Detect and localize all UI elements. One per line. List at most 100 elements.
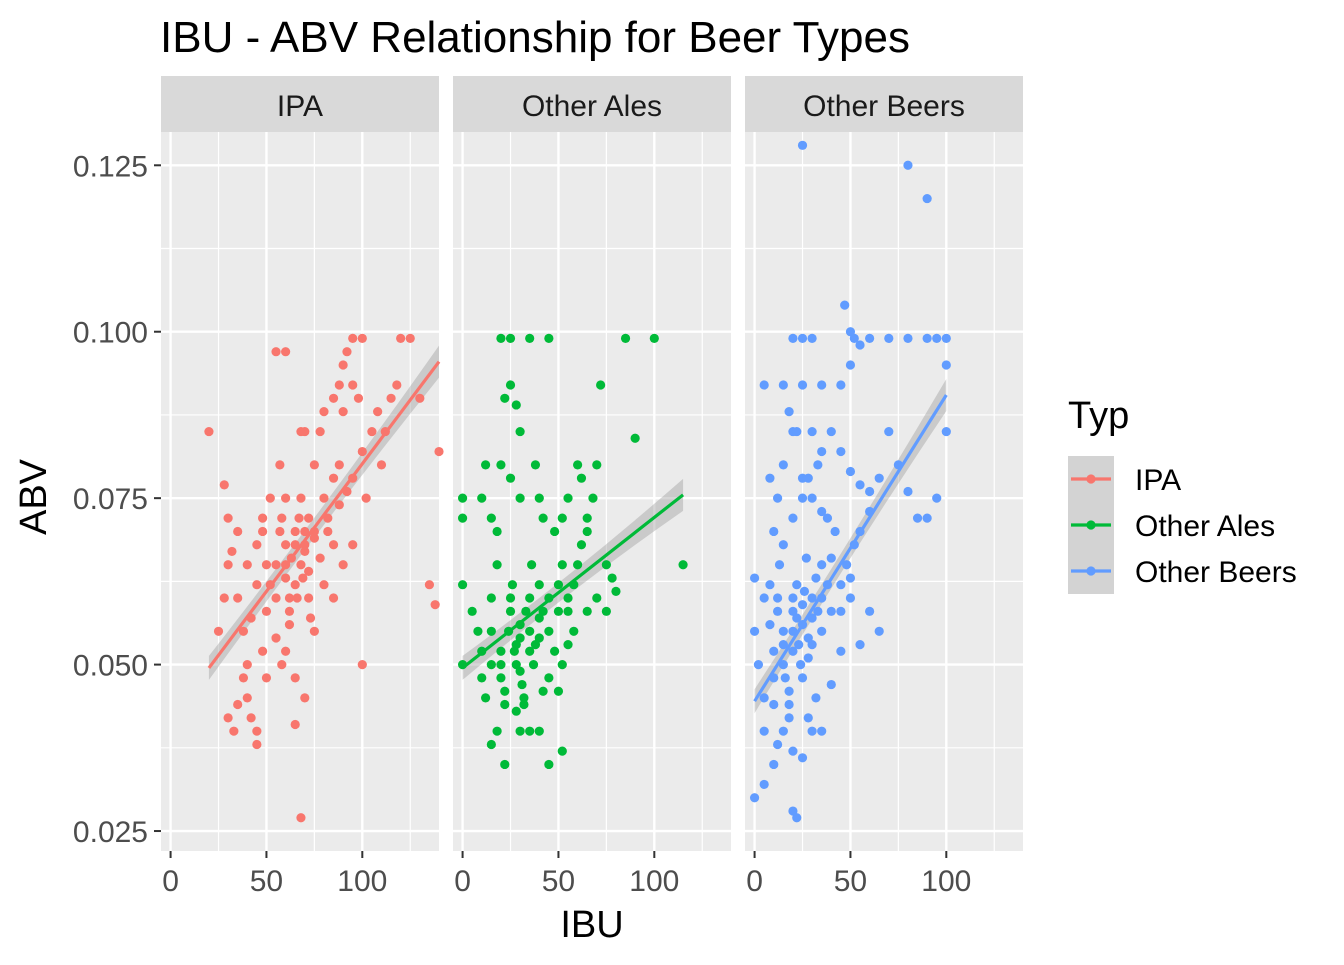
data-point: [534, 726, 544, 736]
data-point: [492, 726, 502, 736]
data-point: [797, 753, 808, 763]
data-point: [361, 493, 371, 503]
data-point: [323, 526, 333, 537]
data-point: [797, 380, 808, 390]
data-point: [233, 699, 243, 710]
x-axis-label: IBU: [560, 904, 623, 946]
data-point: [357, 446, 367, 457]
data-point: [219, 480, 229, 490]
data-point: [328, 540, 339, 550]
data-point: [803, 713, 813, 723]
data-point: [903, 333, 913, 343]
data-point: [405, 333, 415, 343]
data-point: [788, 513, 798, 523]
data-point: [538, 606, 548, 616]
data-point: [296, 560, 306, 570]
data-point: [511, 400, 521, 410]
data-point: [817, 560, 827, 570]
facet-panel-other-ales: Other Ales: [453, 76, 731, 851]
data-point: [573, 460, 583, 470]
data-point: [525, 593, 535, 603]
data-point: [486, 626, 496, 636]
data-point: [811, 693, 821, 703]
data-point: [801, 553, 811, 563]
data-point: [845, 327, 856, 337]
data-point: [788, 606, 798, 616]
data-point: [557, 746, 567, 756]
data-point: [534, 493, 544, 503]
data-point: [486, 739, 496, 750]
data-point: [457, 513, 468, 523]
data-point: [338, 360, 348, 370]
data-point: [822, 513, 833, 523]
data-point: [874, 626, 884, 636]
data-point: [769, 646, 779, 656]
data-point: [759, 593, 769, 603]
data-point: [788, 806, 798, 816]
data-point: [840, 300, 850, 310]
data-point: [492, 560, 502, 570]
data-point: [252, 580, 262, 590]
data-point: [511, 659, 521, 670]
data-point: [557, 659, 567, 670]
data-point: [553, 606, 564, 616]
data-point: [284, 606, 295, 616]
data-point: [830, 526, 840, 537]
data-point: [836, 646, 846, 656]
data-point: [309, 460, 319, 470]
data-point: [338, 560, 348, 570]
data-point: [334, 460, 344, 470]
data-point: [845, 573, 856, 583]
data-point: [573, 560, 583, 570]
data-point: [373, 407, 383, 417]
data-point: [538, 513, 548, 523]
data-point: [922, 333, 932, 343]
data-point: [415, 393, 425, 403]
data-point: [753, 659, 764, 670]
data-point: [792, 613, 802, 623]
data-point: [792, 813, 802, 823]
data-point: [592, 593, 602, 603]
data-point: [527, 560, 537, 570]
data-point: [788, 593, 798, 603]
y-axis-label: ABV: [13, 458, 55, 535]
data-point: [792, 426, 802, 437]
data-point: [778, 626, 788, 636]
data-point: [480, 693, 491, 703]
x-axes: 0 50 100 0 50 100 0 50 100: [162, 851, 971, 898]
data-point: [799, 586, 810, 596]
data-point: [807, 640, 817, 650]
data-point: [874, 473, 884, 483]
data-point: [323, 513, 333, 523]
data-point: [328, 393, 339, 403]
data-point: [842, 560, 852, 570]
data-point: [290, 673, 300, 683]
data-point: [803, 633, 813, 643]
data-point: [836, 380, 846, 390]
data-point: [284, 593, 295, 603]
data-point: [784, 713, 794, 723]
data-point: [778, 540, 788, 550]
legend-key-point: [1086, 474, 1096, 484]
data-point: [534, 633, 544, 643]
data-point: [884, 333, 894, 343]
data-point: [304, 593, 314, 603]
data-point: [348, 540, 358, 550]
data-point: [845, 593, 856, 603]
data-point: [281, 493, 291, 503]
data-point: [544, 759, 554, 770]
data-point: [596, 380, 606, 390]
data-point: [630, 433, 640, 443]
data-point: [807, 493, 817, 503]
data-point: [277, 659, 287, 670]
data-point: [515, 426, 525, 437]
data-point: [797, 493, 808, 503]
data-point: [376, 460, 387, 470]
data-point: [290, 540, 300, 550]
data-point: [826, 606, 836, 616]
facet-panel-other-beers: Other Beers: [745, 76, 1023, 851]
data-point: [563, 640, 573, 650]
data-point: [238, 673, 249, 683]
data-point: [563, 493, 573, 503]
